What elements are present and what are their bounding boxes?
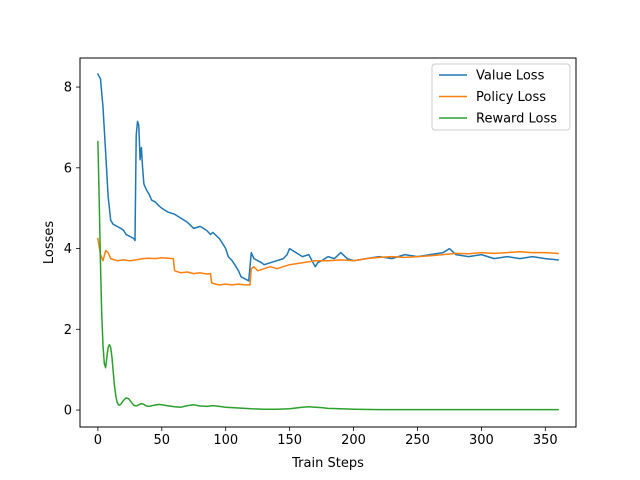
x-tick-label: 50 [154,433,171,448]
series-line-value-loss [96,73,559,282]
plot-frame [79,57,577,428]
legend-label: Value Loss [476,69,545,84]
x-tick-label: 200 [341,433,366,448]
series-line-reward-loss [97,140,559,411]
x-tick-label: 350 [533,433,558,448]
y-tick-label: 8 [64,81,72,96]
legend-label: Reward Loss [476,112,557,127]
x-tick-label: 100 [213,433,238,448]
x-tick-label: 250 [405,433,430,448]
y-tick-label: 4 [64,242,72,257]
x-axis-label: Train Steps [291,456,364,471]
y-axis-label: Losses [42,221,57,265]
series-line-policy-loss [97,237,559,286]
legend-label: Policy Loss [476,90,546,105]
y-axis-ticks: 0 2 4 6 8 [64,81,80,419]
x-tick-label: 0 [94,433,102,448]
y-tick-label: 2 [64,323,72,338]
series-lines [96,73,559,411]
x-tick-label: 150 [277,433,302,448]
x-axis-ticks: 0 50 100 150 200 250 300 350 [94,427,558,448]
y-tick-label: 6 [64,161,72,176]
legend: Value Loss Policy Loss Reward Loss [431,63,571,131]
legend-box [431,63,571,131]
x-tick-label: 300 [469,433,494,448]
y-tick-label: 0 [64,404,72,419]
